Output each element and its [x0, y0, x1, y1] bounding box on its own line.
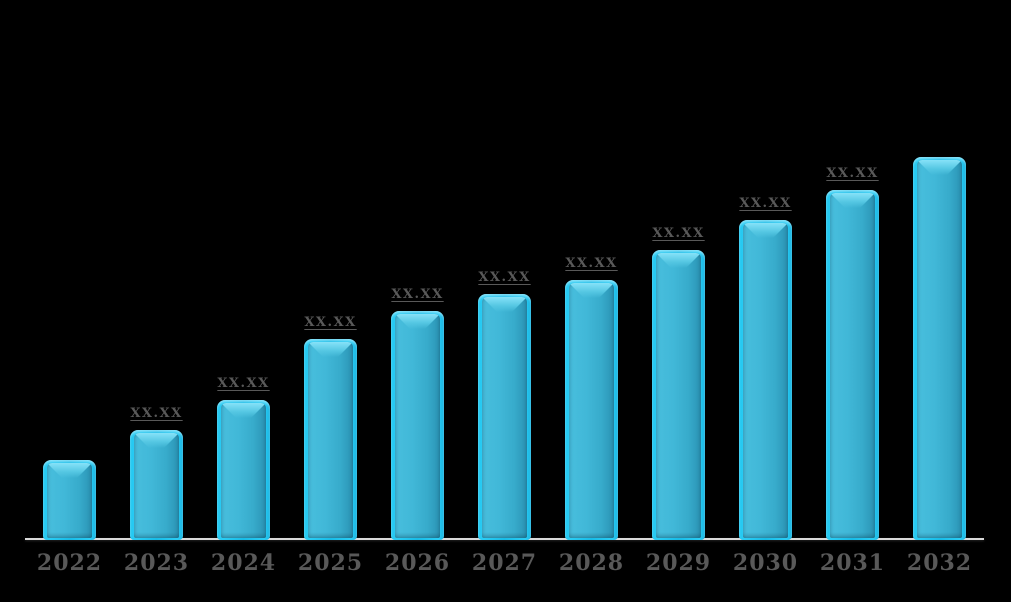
x-axis-tick-label: 2029 [645, 550, 712, 576]
bar-value-label: XX.XX [478, 270, 531, 285]
bar-value-label: XX.XX [652, 226, 705, 241]
x-axis-tick-label: 2032 [906, 550, 973, 576]
bar-body [221, 403, 266, 538]
bar [391, 311, 444, 540]
bar [913, 157, 966, 540]
x-axis-tick-label: 2026 [384, 550, 451, 576]
bar-body [47, 463, 92, 538]
bar [478, 294, 531, 540]
bar-value-label: XX.XX [130, 406, 183, 421]
bar-value-label: XX.XX [739, 196, 792, 211]
bar [565, 280, 618, 540]
bar-value-label: XX.XX [565, 256, 618, 271]
bar-body [482, 297, 527, 538]
bar-body [395, 314, 440, 538]
bar-value-label: XX.XX [217, 376, 270, 391]
x-axis-tick-label: 2022 [36, 550, 103, 576]
bar [217, 400, 270, 540]
bar [826, 190, 879, 540]
bar-body [656, 253, 701, 538]
x-axis-tick-label: 2028 [558, 550, 625, 576]
bar [304, 339, 357, 540]
bar-body [743, 223, 788, 538]
x-axis-tick-label: 2024 [210, 550, 277, 576]
bar [43, 460, 96, 540]
x-axis-tick-label: 2031 [819, 550, 886, 576]
bar-body [830, 193, 875, 538]
bar-body [917, 160, 962, 538]
bar-body [134, 433, 179, 538]
bar-value-label: XX.XX [391, 287, 444, 302]
x-axis-tick-label: 2027 [471, 550, 538, 576]
bar-value-label: XX.XX [304, 315, 357, 330]
x-axis-tick-label: 2023 [123, 550, 190, 576]
x-axis-tick-label: 2025 [297, 550, 364, 576]
bar-body [569, 283, 614, 538]
bar [130, 430, 183, 540]
bar [652, 250, 705, 540]
bar [739, 220, 792, 540]
bar-value-label: XX.XX [826, 166, 879, 181]
bar-body [308, 342, 353, 538]
x-axis-tick-label: 2030 [732, 550, 799, 576]
